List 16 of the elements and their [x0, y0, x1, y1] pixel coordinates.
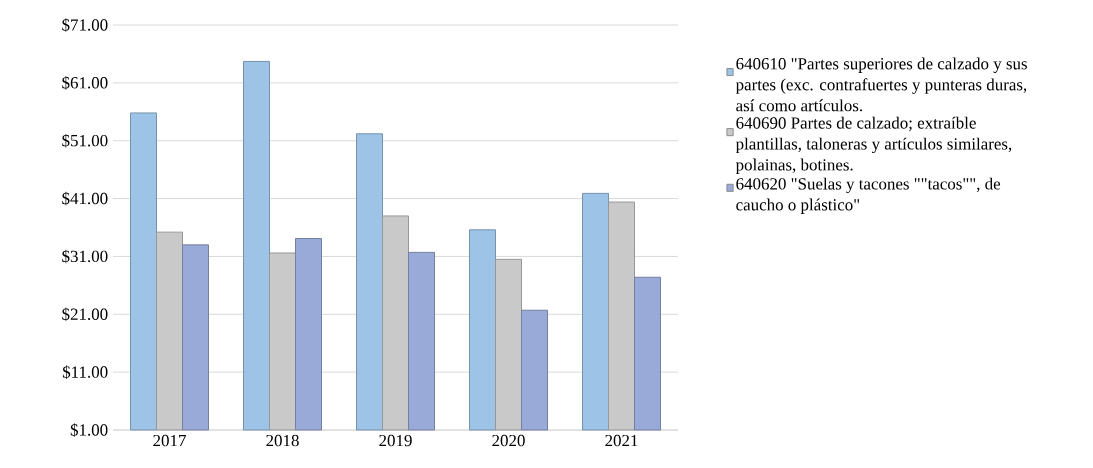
legend-label: 640620 "Suelas y tacones ""tacos"", de caucho o plástico"	[736, 177, 1001, 214]
y-tick-label: $31.00	[62, 249, 108, 264]
y-tick-label: $41.00	[62, 191, 108, 206]
y-tick-label: $51.00	[62, 133, 108, 148]
x-tick-label: 2019	[379, 434, 412, 447]
x-tick-label: 2020	[492, 434, 525, 447]
y-tick-label: $21.00	[62, 307, 108, 322]
y-tick-label: $61.00	[62, 76, 108, 90]
legend-label: 640690 Partes de calzado; extraíble plantillas, taloneras y artículos similares, polainas, botines.	[735, 116, 1012, 174]
x-tick-label: 2018	[266, 434, 299, 447]
y-tick-label: $11.00	[62, 365, 108, 379]
legend-label: 640610 "Partes superiores de calzado y sus partes (exc. contrafuertes y punteras duras, así como artículos.	[735, 57, 1027, 112]
y-tick-label: $71.00	[62, 18, 108, 32]
x-tick-label: 2017	[153, 434, 186, 447]
y-tick-label: $1.00	[70, 423, 108, 437]
x-tick-label: 2021	[605, 434, 638, 447]
